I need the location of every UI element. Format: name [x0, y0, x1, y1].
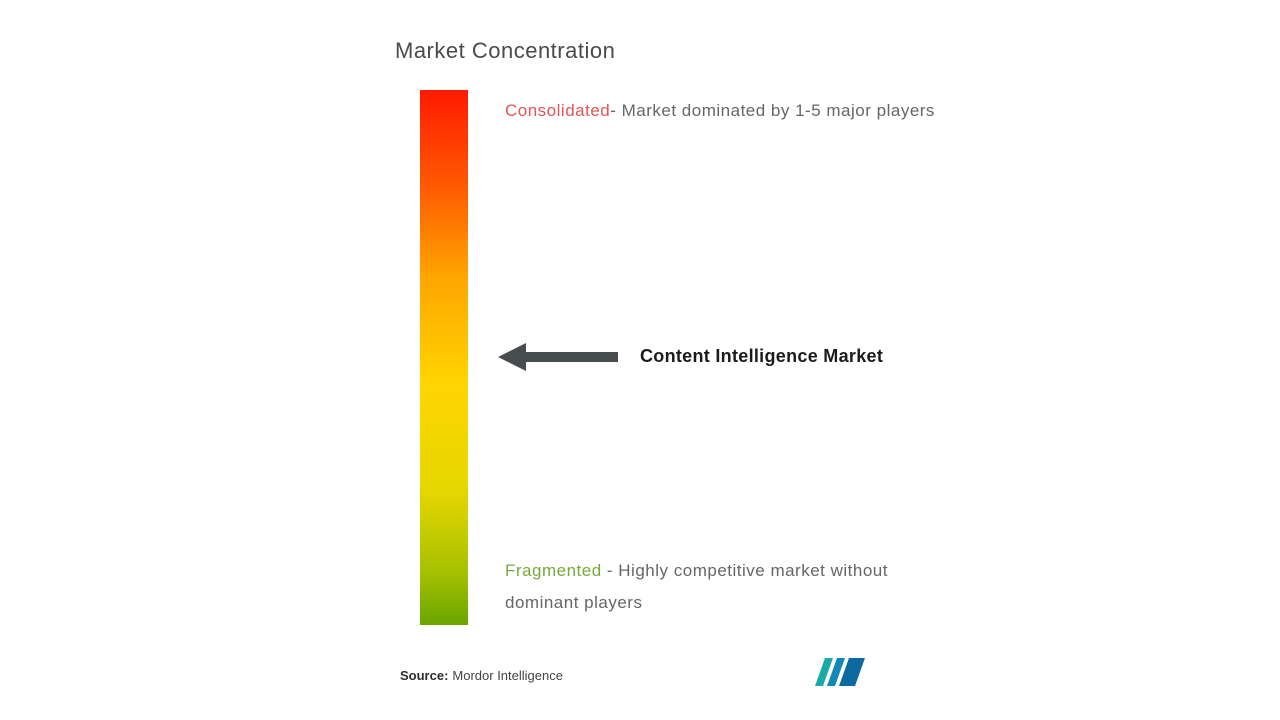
concentration-gradient-bar [420, 90, 468, 625]
fragmented-label: Fragmented - Highly competitive market w… [505, 555, 935, 620]
mordor-logo-icon [813, 656, 868, 688]
source-name: Mordor Intelligence [452, 668, 563, 683]
source-prefix: Source: [400, 668, 448, 683]
infographic-stage: Market Concentration Consolidated- Marke… [0, 0, 1280, 720]
consolidated-label: Consolidated- Market dominated by 1-5 ma… [505, 95, 935, 127]
consolidated-desc: - Market dominated by 1-5 major players [610, 101, 935, 120]
source-attribution: Source: Mordor Intelligence [400, 668, 563, 683]
market-name-label: Content Intelligence Market [640, 346, 883, 367]
consolidated-key: Consolidated [505, 101, 610, 120]
logo-svg [813, 656, 868, 688]
chart-title: Market Concentration [395, 38, 615, 64]
arrow-left-icon [498, 340, 618, 374]
gradient-bar-svg [420, 90, 468, 625]
fragmented-key: Fragmented [505, 561, 602, 580]
indicator-arrow [498, 340, 618, 374]
